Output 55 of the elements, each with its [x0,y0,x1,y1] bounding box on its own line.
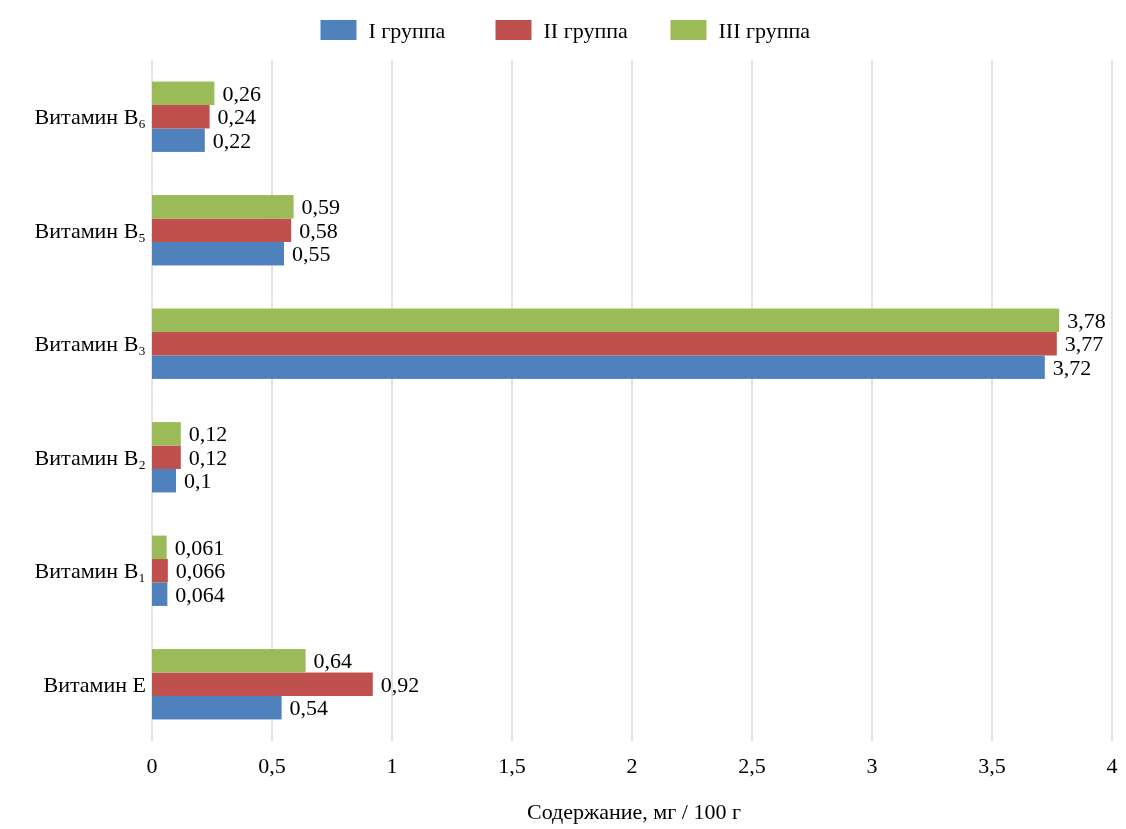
data-label: 0,55 [292,241,331,267]
data-label: 0,54 [289,695,329,721]
y-tick-label: Витамин B₅ [34,217,146,243]
bar [152,332,1057,356]
bar [152,582,168,606]
data-label: 0,64 [313,648,353,674]
y-tick-label: Витамин B₁ [34,558,146,584]
bar [152,672,373,696]
data-label: 0,59 [301,194,341,220]
y-tick-label: Витамин E [43,671,146,697]
x-tick-label: 2 [626,753,638,778]
x-tick-label: 3 [866,753,878,778]
data-label: 0,92 [380,671,420,697]
data-label: 0,58 [299,217,338,243]
data-label: 0,24 [217,104,257,130]
data-label: 0,12 [188,421,228,447]
data-label: 3,72 [1052,354,1092,380]
x-tick-label: 1,5 [498,753,526,778]
bar [152,695,282,720]
bar [152,105,210,129]
bar [152,422,181,446]
data-label: 0,1 [184,468,212,494]
x-axis-title: Содержание, мг / 100 г [527,799,741,824]
y-tick-label: Витамин B₃ [34,331,146,357]
x-tick-label: 2,5 [738,753,766,778]
bar [152,649,306,673]
legend-label: I группа [368,17,446,43]
x-tick-label: 0,5 [258,753,286,778]
x-tick-label: 4 [1106,753,1118,778]
y-tick-label: Витамин B₂ [34,444,146,470]
bar [152,445,181,469]
data-label: 0,26 [222,80,261,106]
data-label: 0,12 [188,444,228,470]
y-tick-label: Витамин B₆ [34,104,146,130]
bar [152,81,215,106]
data-label: 0,064 [175,581,225,607]
legend-label: II группа [543,17,628,43]
data-label: 3,78 [1067,307,1106,333]
data-label: 0,22 [212,127,252,153]
bar [152,355,1045,379]
x-tick-label: 0 [146,753,158,778]
data-label: 0,061 [174,534,225,560]
bar [152,308,1060,333]
data-label: 0,066 [175,558,226,584]
bar [152,468,176,493]
data-label: 3,77 [1064,331,1104,357]
bar [152,241,284,266]
bar [152,559,168,583]
x-tick-label: 1 [386,753,398,778]
legend-label: III группа [718,17,811,43]
bar [152,195,294,219]
x-tick-label: 3,5 [978,753,1006,778]
bar [152,128,205,152]
bar [152,535,167,560]
bar [152,218,292,242]
